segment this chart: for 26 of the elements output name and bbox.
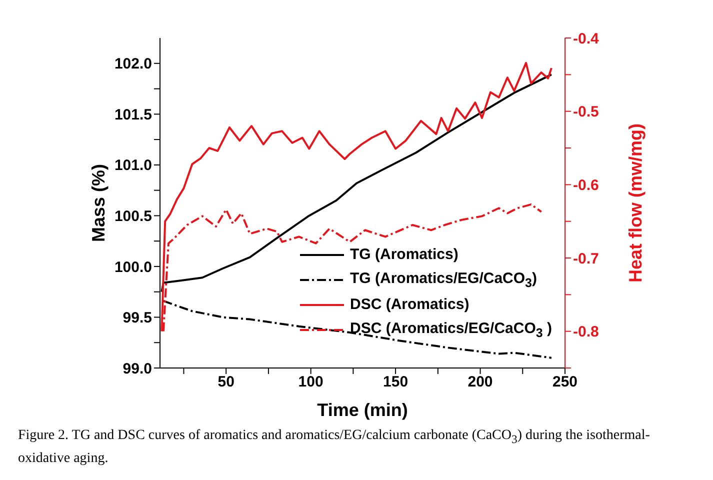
y-tick-label: 101.5 [114,106,152,124]
x-tick-label: 150 [383,374,408,391]
legend-label: TG (Aromatics/EG/CaCO$_{3}$) [350,270,537,290]
y2-tick-label: -0.6 [573,176,599,194]
text: Figure 2. TG and DSC curves of aromatics and aromatics/EG/calcium carbonate (CaCO$_{3}$) during the isothermal-oxidative aging. [18,428,650,466]
y-tick-label: 100.5 [114,208,152,226]
y2-tick-label: -0.5 [573,104,599,121]
y-tick-label: 101.0 [114,157,152,174]
y-tick-label: 100.0 [114,258,152,276]
y-tick-label: 99.5 [122,310,152,327]
y-tick-label: 99.0 [122,360,152,378]
y-axis-title: Mass (%) [88,164,108,242]
y2-tick-label: -0.8 [573,324,599,341]
legend-label: DSC (Aromatics/EG/CaCO$_{3}$ ) [350,320,552,340]
legend-label: DSC (Aromatics) [350,296,470,313]
x-tick-label: 50 [218,374,234,391]
x-tick-label: 100 [298,374,324,391]
legend-label: TG (Aromatics) [350,246,458,263]
x-axis-title: Time (min) [317,400,408,420]
x-tick-label: 200 [468,374,493,391]
y2-axis-title: Heat flow (mw/mg) [625,123,646,283]
line-series [162,300,552,359]
y2-tick-label: -0.4 [573,30,600,48]
y-tick-label: 102.0 [114,56,152,73]
y2-tick-label: -0.7 [573,250,599,268]
x-tick-label: 250 [552,374,578,391]
